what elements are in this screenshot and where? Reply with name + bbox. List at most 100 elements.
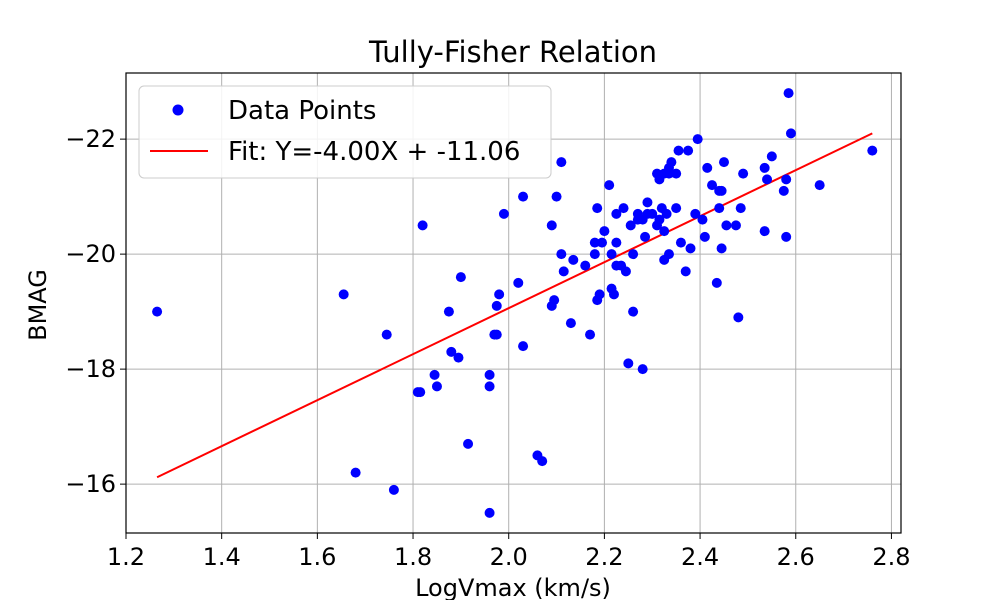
- data-point: [494, 289, 505, 300]
- data-point: [463, 438, 474, 449]
- data-point: [484, 381, 495, 392]
- legend-label-data-points: Data Points: [228, 96, 376, 126]
- x-axis-ticks: 1.2 1.4 1.6 1.8 2.0 2.2 2.4 2.6 2.8: [107, 533, 911, 571]
- data-point: [759, 226, 770, 237]
- data-point: [663, 249, 674, 260]
- data-point: [611, 237, 622, 248]
- data-point: [498, 208, 509, 219]
- data-point: [640, 231, 651, 242]
- y-axis-label: BMAG: [24, 269, 52, 341]
- data-point: [654, 214, 665, 225]
- y-tick-label: −22: [65, 125, 116, 153]
- data-point: [759, 162, 770, 173]
- data-point: [685, 243, 696, 254]
- data-point: [671, 168, 682, 179]
- data-point: [549, 295, 560, 306]
- data-point: [711, 277, 722, 288]
- data-point: [556, 249, 567, 260]
- data-point: [431, 381, 442, 392]
- data-point: [604, 180, 615, 191]
- data-point: [606, 249, 617, 260]
- data-points-layer: [152, 88, 878, 518]
- data-point: [484, 507, 495, 518]
- data-point: [556, 157, 567, 168]
- data-point: [152, 306, 163, 317]
- data-point: [721, 220, 732, 231]
- data-point: [589, 249, 600, 260]
- data-point: [381, 329, 392, 340]
- y-tick-label: −20: [65, 240, 116, 268]
- data-point: [513, 277, 524, 288]
- data-point: [518, 191, 529, 202]
- data-point: [661, 208, 672, 219]
- data-point: [546, 220, 557, 231]
- legend: Data Points Fit: Y=-4.00X + -11.06: [138, 85, 552, 179]
- data-point: [867, 145, 878, 156]
- data-point: [608, 289, 619, 300]
- data-point: [443, 306, 454, 317]
- data-point: [680, 266, 691, 277]
- data-point: [690, 208, 701, 219]
- data-point: [692, 134, 703, 145]
- fit-line-layer: [156, 132, 873, 479]
- data-point: [417, 220, 428, 231]
- data-point: [350, 467, 361, 478]
- data-point: [778, 185, 789, 196]
- data-point: [628, 306, 639, 317]
- data-point: [446, 346, 457, 357]
- x-tick-label: 2.4: [681, 543, 719, 571]
- data-point: [484, 369, 495, 380]
- data-point: [716, 185, 727, 196]
- data-point: [718, 157, 729, 168]
- chart-title: Tully-Fisher Relation: [368, 35, 657, 69]
- data-point: [663, 168, 674, 179]
- data-point: [785, 128, 796, 139]
- data-point: [599, 226, 610, 237]
- data-point: [388, 484, 399, 495]
- y-tick-label: −16: [65, 470, 116, 498]
- legend-label-fit-line: Fit: Y=-4.00X + -11.06: [228, 137, 520, 167]
- data-point: [453, 352, 464, 363]
- data-point: [618, 203, 629, 214]
- x-tick-label: 1.8: [394, 543, 432, 571]
- data-point: [733, 312, 744, 323]
- data-point: [766, 151, 777, 162]
- legend-marker-data-points: [172, 104, 184, 116]
- data-point: [589, 237, 600, 248]
- data-point: [537, 456, 548, 467]
- data-point: [671, 203, 682, 214]
- data-point: [455, 272, 466, 283]
- data-point: [594, 289, 605, 300]
- data-point: [551, 191, 562, 202]
- data-point: [781, 231, 792, 242]
- x-tick-label: 1.6: [298, 543, 336, 571]
- x-tick-label: 2.6: [777, 543, 815, 571]
- x-tick-label: 1.2: [107, 543, 145, 571]
- data-point: [565, 318, 576, 329]
- data-point: [702, 162, 713, 173]
- x-tick-label: 2.2: [585, 543, 623, 571]
- data-point: [620, 266, 631, 277]
- x-tick-label: 2.0: [490, 543, 528, 571]
- data-point: [707, 180, 718, 191]
- data-point: [738, 168, 749, 179]
- data-point: [637, 364, 648, 375]
- data-point: [568, 254, 579, 265]
- x-tick-label: 1.4: [203, 543, 241, 571]
- data-point: [699, 231, 710, 242]
- data-point: [675, 237, 686, 248]
- data-point: [611, 208, 622, 219]
- plot-frame: [125, 72, 902, 534]
- data-point: [623, 358, 634, 369]
- y-tick-label: −18: [65, 355, 116, 383]
- data-point: [666, 157, 677, 168]
- data-point: [714, 203, 725, 214]
- data-point: [580, 260, 591, 271]
- data-point: [415, 387, 426, 398]
- data-point: [518, 341, 529, 352]
- data-point: [491, 329, 502, 340]
- data-point: [585, 329, 596, 340]
- data-point: [628, 249, 639, 260]
- data-point: [647, 208, 658, 219]
